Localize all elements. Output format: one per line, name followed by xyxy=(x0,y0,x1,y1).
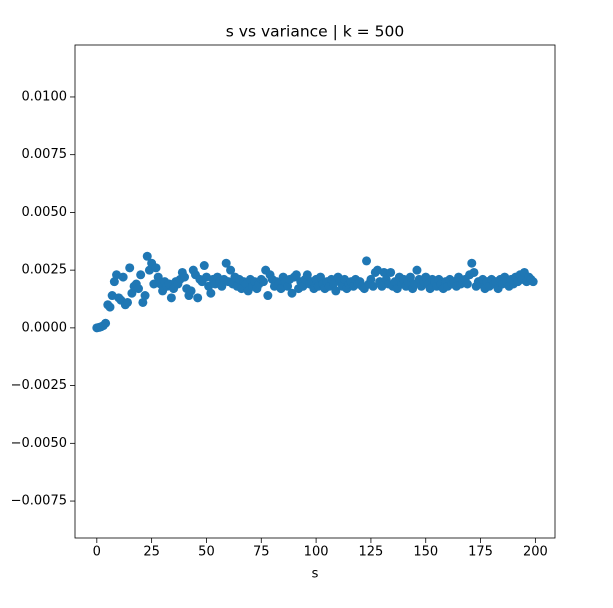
chart-title: s vs variance | k = 500 xyxy=(226,23,404,41)
point xyxy=(469,267,479,277)
y-tick-label: 0.0100 xyxy=(22,89,68,104)
point xyxy=(315,272,325,282)
point xyxy=(140,291,150,301)
point xyxy=(287,288,297,298)
point xyxy=(127,288,137,298)
x-tick-label: 75 xyxy=(253,545,270,560)
y-tick-label: 0.0075 xyxy=(22,147,68,162)
x-tick-label: 0 xyxy=(93,545,101,560)
point xyxy=(221,258,231,268)
point xyxy=(133,284,143,294)
x-tick-label: 150 xyxy=(413,545,438,560)
x-tick-label: 50 xyxy=(198,545,215,560)
point xyxy=(291,270,301,280)
point xyxy=(118,272,128,282)
point xyxy=(412,265,422,275)
point xyxy=(101,318,111,328)
point xyxy=(142,251,152,261)
point xyxy=(186,286,196,296)
point xyxy=(217,281,227,291)
point xyxy=(151,263,161,273)
point xyxy=(109,277,119,287)
point xyxy=(138,297,148,307)
y-tick-label: 0.0025 xyxy=(22,263,68,278)
point xyxy=(180,272,190,282)
x-tick-label: 25 xyxy=(143,545,160,560)
point xyxy=(528,277,538,287)
point xyxy=(386,267,396,277)
point xyxy=(258,277,268,287)
point xyxy=(193,293,203,303)
point xyxy=(149,279,159,289)
point xyxy=(467,258,477,268)
point xyxy=(405,272,415,282)
point xyxy=(366,274,376,284)
point xyxy=(331,286,341,296)
point xyxy=(283,281,293,291)
x-axis-label: s xyxy=(312,567,319,582)
x-tick-label: 200 xyxy=(523,545,548,560)
point xyxy=(462,279,472,289)
plot-frame xyxy=(74,44,556,539)
point xyxy=(368,281,378,291)
point xyxy=(136,270,146,280)
point xyxy=(226,265,236,275)
y-tick-label: −0.0075 xyxy=(11,494,67,509)
point xyxy=(125,263,135,273)
point xyxy=(263,291,273,301)
point xyxy=(206,288,216,298)
point xyxy=(199,261,209,271)
y-tick-label: −0.0050 xyxy=(11,436,67,451)
point xyxy=(105,302,115,312)
point xyxy=(379,267,389,277)
point xyxy=(362,256,372,266)
x-tick-label: 175 xyxy=(468,545,493,560)
point xyxy=(302,270,312,280)
y-tick-label: −0.0025 xyxy=(11,378,67,393)
x-tick-label: 125 xyxy=(359,545,384,560)
point xyxy=(166,293,176,303)
y-tick-label: 0.0050 xyxy=(22,205,68,220)
point xyxy=(123,297,133,307)
y-tick-label: 0.0000 xyxy=(22,320,68,335)
x-tick-label: 100 xyxy=(304,545,329,560)
point xyxy=(153,272,163,282)
